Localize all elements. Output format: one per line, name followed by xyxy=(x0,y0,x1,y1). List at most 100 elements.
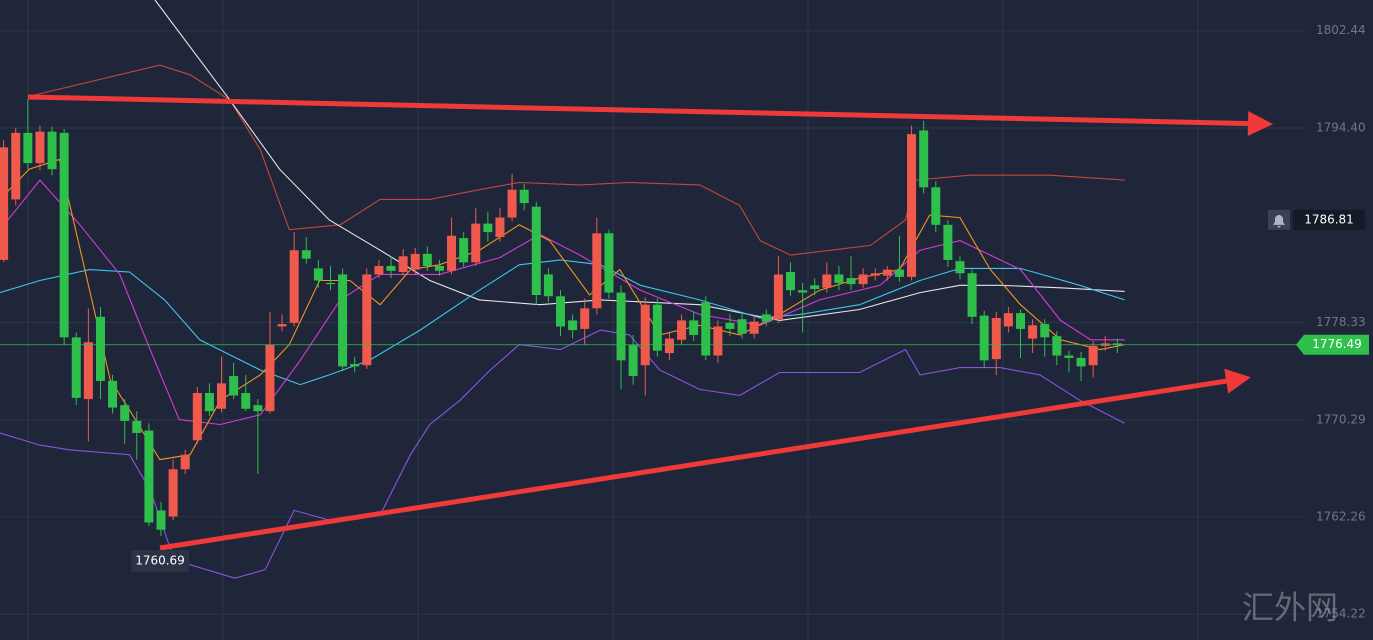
candle-body xyxy=(47,131,57,170)
candle-body xyxy=(495,217,505,237)
candle-body xyxy=(374,265,384,275)
candle-body xyxy=(459,238,469,263)
candle-body xyxy=(858,274,868,285)
candle-body xyxy=(604,233,614,293)
candle-body xyxy=(168,469,178,517)
candle-body xyxy=(1028,325,1038,339)
y-tick-label: 1754.22 xyxy=(1316,607,1366,621)
candle-body xyxy=(967,273,977,317)
candle-body xyxy=(1003,313,1013,327)
candle-body xyxy=(616,292,626,361)
indicator-line xyxy=(0,259,1125,386)
alert-bell xyxy=(1273,214,1285,228)
candle-body xyxy=(386,265,396,271)
candle-body xyxy=(810,285,820,289)
plot xyxy=(0,0,1296,579)
candle-body xyxy=(217,383,227,409)
candle-body xyxy=(108,380,118,408)
candle-body xyxy=(398,256,408,273)
candle-body xyxy=(229,376,239,396)
candle-body xyxy=(519,189,529,204)
candle-body xyxy=(1064,355,1074,358)
candle-body xyxy=(289,250,299,323)
candle-body xyxy=(543,274,553,297)
candle-body xyxy=(1076,357,1086,367)
candle-body xyxy=(689,320,699,335)
candle-body xyxy=(241,393,251,409)
candle-body xyxy=(531,206,541,296)
candle-body xyxy=(628,344,638,377)
candle-body xyxy=(0,147,9,260)
candle-body xyxy=(277,324,287,327)
watermark: 汇外网 xyxy=(1242,589,1338,627)
candle-body xyxy=(955,261,965,274)
labels: 1802.44 1794.40 1778.33 1770.29 1762.26 1754.… xyxy=(131,23,1369,621)
candle-body xyxy=(132,420,142,433)
candle-body xyxy=(410,253,420,270)
candle-body xyxy=(991,318,1001,360)
candle-body xyxy=(1052,336,1062,356)
candle-body xyxy=(301,250,311,259)
candle-body xyxy=(652,304,662,351)
candle-body xyxy=(882,269,892,276)
candle-body xyxy=(253,405,263,412)
candle-body xyxy=(894,269,904,277)
candle-body xyxy=(870,273,880,276)
candle-body xyxy=(350,363,360,367)
candle-body xyxy=(664,338,674,354)
y-tick-label: 1778.33 xyxy=(1316,315,1366,329)
candle-body xyxy=(919,130,929,188)
candle-body xyxy=(943,224,953,260)
candle-body xyxy=(701,302,711,356)
candle-body xyxy=(11,132,21,200)
candle-body xyxy=(592,233,602,309)
candle-body xyxy=(713,326,723,356)
candle-body xyxy=(483,223,493,233)
candle-body xyxy=(447,235,457,271)
candle-body xyxy=(568,320,578,331)
alert-label: 1786.81 xyxy=(1304,212,1354,226)
candle-body xyxy=(265,344,275,412)
candle-body xyxy=(737,319,747,334)
candle-body xyxy=(580,308,590,329)
candle-body xyxy=(325,282,335,285)
candle-body xyxy=(23,132,33,164)
candle-body xyxy=(71,337,81,398)
candle-body xyxy=(798,290,808,293)
candle-body xyxy=(1088,345,1098,366)
candle-body xyxy=(95,316,105,381)
current-price-label: 1776.49 xyxy=(1312,337,1362,351)
candle-body xyxy=(204,393,214,412)
y-tick-label: 1802.44 xyxy=(1316,23,1366,37)
candle-body xyxy=(338,274,348,367)
candle-body xyxy=(35,131,45,164)
candle-body xyxy=(640,304,650,366)
candle-body xyxy=(192,393,202,441)
candle-body xyxy=(931,187,941,225)
candle-body xyxy=(422,253,432,266)
vertical-grid xyxy=(0,0,1305,640)
candle-body xyxy=(773,274,783,320)
candle-body xyxy=(749,321,759,334)
alert-label-box xyxy=(1293,209,1365,230)
indicator-line xyxy=(0,179,1125,426)
candle-body xyxy=(120,405,130,421)
candle-body xyxy=(979,315,989,361)
current-price-tag xyxy=(1296,334,1369,355)
y-tick-label: 1762.26 xyxy=(1316,509,1366,523)
candle-body xyxy=(786,272,796,291)
y-tick-label: 1770.29 xyxy=(1316,412,1366,426)
candle-body xyxy=(313,268,323,281)
candle-body xyxy=(761,314,771,322)
candle-body xyxy=(83,342,93,400)
candle-body xyxy=(725,322,735,329)
trend-arrow xyxy=(27,94,1273,137)
candle-body xyxy=(822,274,832,288)
candle-body xyxy=(156,510,166,530)
low-label-box xyxy=(131,550,190,572)
candle-body xyxy=(677,320,687,340)
candle-body xyxy=(907,134,917,277)
